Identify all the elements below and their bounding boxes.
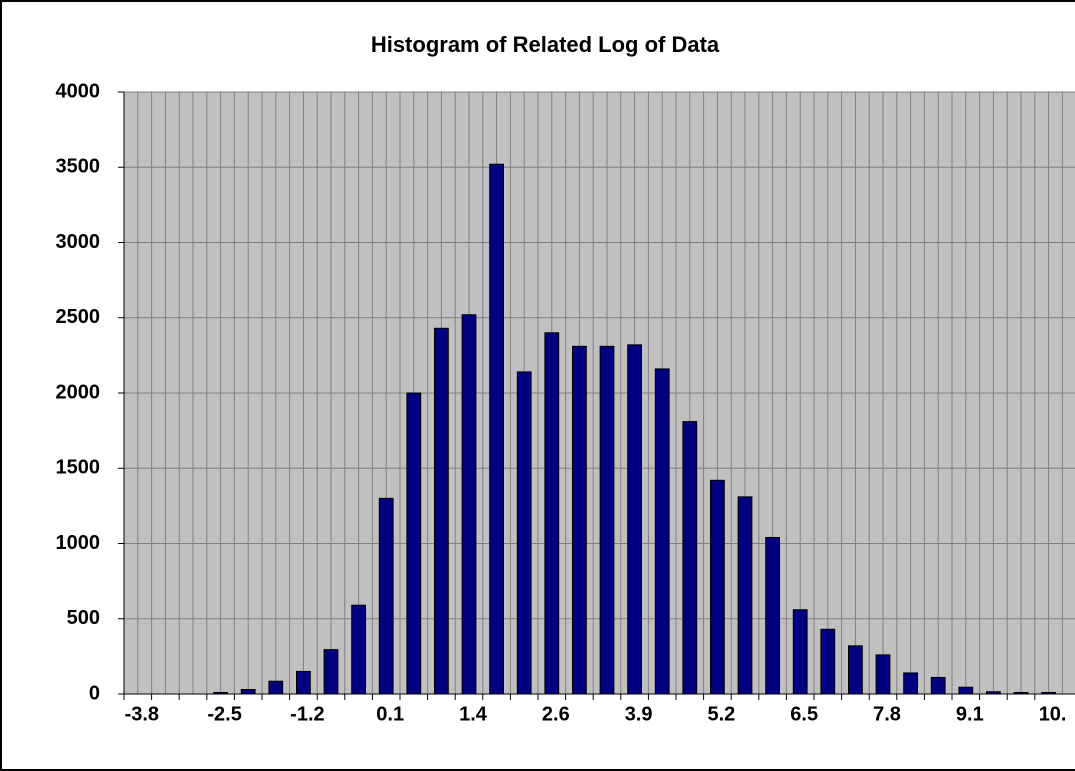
x-tick-label: 7.8 [873, 703, 901, 725]
bar [434, 327, 449, 695]
x-tick-label: 9.1 [956, 703, 984, 725]
bar [268, 680, 284, 695]
bar [351, 604, 367, 695]
bar [903, 672, 919, 695]
x-tick-label: 2.6 [542, 703, 570, 725]
bar [848, 645, 863, 695]
y-tick-label: 1000 [56, 532, 101, 554]
bar [820, 628, 836, 695]
y-tick-label: 2000 [56, 381, 101, 403]
bar [737, 496, 753, 695]
y-tick-label: 3000 [56, 231, 101, 253]
x-tick-label: -3.8 [125, 703, 159, 725]
bar [296, 670, 311, 695]
bar [461, 314, 477, 695]
x-tick-label: -1.2 [290, 703, 324, 725]
x-tick-label: 1.4 [459, 703, 488, 725]
x-tick-label: 6.5 [790, 703, 818, 725]
bar [240, 688, 256, 695]
bar [323, 649, 339, 695]
bar [406, 392, 422, 695]
bar [489, 163, 505, 695]
bar [378, 497, 394, 695]
bar [544, 332, 560, 695]
y-tick-label: 2500 [56, 306, 101, 328]
bar [765, 536, 781, 695]
bar [682, 421, 698, 695]
y-tick-label: 4000 [56, 80, 101, 102]
x-tick-label: 5.2 [707, 703, 735, 725]
y-tick-label: 500 [67, 607, 100, 629]
bar [930, 676, 946, 695]
x-tick-label: 3.9 [625, 703, 653, 725]
bar [958, 686, 974, 695]
bar [710, 479, 725, 695]
bar [654, 368, 670, 695]
bar [572, 345, 587, 695]
bar [875, 654, 891, 695]
bar [599, 345, 615, 695]
y-tick-label: 3500 [56, 156, 101, 178]
bar [627, 344, 643, 695]
x-tick-label: 10. [1039, 703, 1067, 725]
bar [792, 609, 808, 695]
chart-title: Histogram of Related Log of Data [371, 32, 720, 57]
x-tick-label: 0.1 [376, 703, 404, 725]
y-tick-label: 0 [89, 682, 100, 704]
bar [516, 371, 532, 695]
y-tick-label: 1500 [56, 457, 101, 479]
x-tick-label: -2.5 [207, 703, 241, 725]
